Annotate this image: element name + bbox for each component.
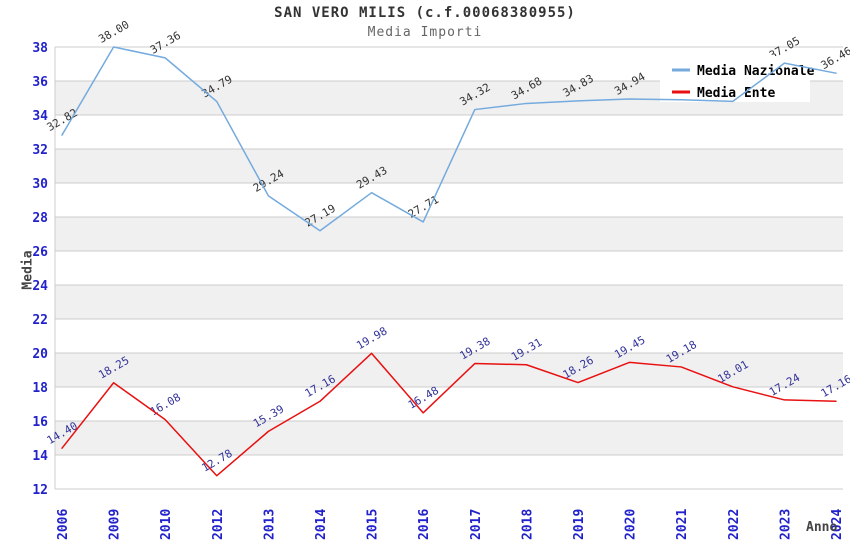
plot-band (55, 387, 843, 421)
plot-band (55, 251, 843, 285)
x-tick-label: 2012 (211, 509, 226, 540)
x-tick-label: 2016 (417, 509, 432, 540)
series-line-media-nazionale (61, 46, 837, 232)
x-tick-label: 2018 (520, 509, 535, 540)
gridlines (54, 46, 843, 490)
x-tick-label: 2013 (262, 509, 277, 540)
x-tick-label: 2009 (108, 509, 123, 540)
x-axis-title: Anno (806, 520, 838, 535)
x-tick-label: 2023 (778, 509, 793, 540)
x-tick-label: 2019 (572, 509, 587, 540)
chart-subtitle: Media Importi (367, 25, 483, 40)
y-tick-label: 28 (32, 211, 48, 226)
legend-item-media-nazionale: Media Nazionale (672, 64, 815, 79)
x-tick-label: 2006 (56, 509, 71, 540)
y-tick-label: 12 (32, 483, 48, 498)
y-tick-label: 36 (32, 75, 48, 90)
x-tick-label: 2024 (830, 509, 845, 540)
y-axis-ticks: 12 14 16 18 20 22 24 26 28 30 32 34 36 38 (32, 41, 48, 498)
x-axis-ticks: 2006 2009 2010 2012 2013 2014 2015 2016 2017 2018… (56, 509, 845, 540)
y-tick-label: 30 (32, 177, 48, 192)
y-tick-label: 24 (32, 279, 48, 294)
y-tick-label: 38 (32, 41, 48, 56)
plot-band (55, 353, 843, 387)
legend-label: Media Nazionale (697, 64, 815, 79)
plot-band (55, 115, 843, 149)
plot-bands (55, 47, 843, 489)
series-line-media-ente (61, 352, 837, 477)
x-tick-label: 2017 (469, 509, 484, 540)
x-tick-label: 2010 (159, 509, 174, 540)
y-tick-label: 32 (32, 143, 48, 158)
plot-band (55, 421, 843, 455)
plot-band (55, 319, 843, 353)
y-tick-label: 14 (32, 449, 48, 464)
legend: Media Nazionale Media Ente (660, 56, 815, 102)
x-tick-label: 2014 (314, 509, 329, 540)
x-tick-label: 2021 (675, 509, 690, 540)
y-tick-label: 18 (32, 381, 48, 396)
x-tick-label: 2020 (624, 509, 639, 540)
plot-band (55, 285, 843, 319)
legend-item-media-ente: Media Ente (672, 86, 775, 101)
y-tick-label: 26 (32, 245, 48, 260)
chart-title: SAN VERO MILIS (c.f.00068380955) (274, 5, 576, 21)
y-axis-title: Media (20, 250, 36, 290)
y-tick-label: 22 (32, 313, 48, 328)
x-tick-label: 2015 (366, 509, 381, 540)
plot-band (55, 217, 843, 251)
y-tick-label: 34 (32, 109, 48, 124)
y-tick-label: 20 (32, 347, 48, 362)
plot-band (55, 183, 843, 217)
plot-band (55, 455, 843, 489)
x-tick-label: 2022 (727, 509, 742, 540)
legend-label: Media Ente (697, 86, 775, 101)
y-tick-label: 16 (32, 415, 48, 430)
